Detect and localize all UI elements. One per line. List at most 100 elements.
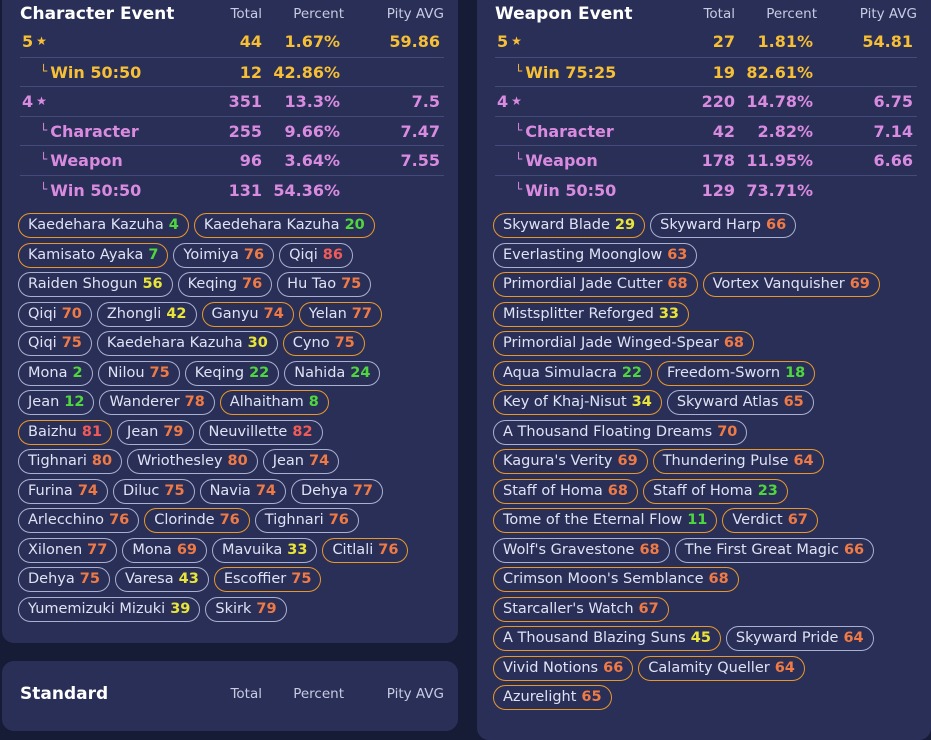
pull-chip: Kagura's Verity 69 bbox=[493, 449, 648, 474]
pull-name: Mavuika bbox=[222, 541, 283, 558]
pull-chip: Qiqi 75 bbox=[18, 331, 92, 356]
pull-pity: 76 bbox=[243, 246, 265, 263]
stat-percent: 3.64% bbox=[284, 151, 340, 171]
pull-chip: Skirk 79 bbox=[205, 596, 287, 622]
pull-name: Nahida bbox=[294, 364, 346, 381]
stat-label-text: Win 50:50 bbox=[525, 181, 617, 200]
pull-chip: Dehya 77 bbox=[291, 478, 383, 504]
pull-name: Staff of Homa bbox=[503, 482, 603, 499]
stat-total: 44 bbox=[239, 32, 262, 51]
pull-pity: 69 bbox=[176, 541, 198, 558]
percent-column-header: Percent bbox=[293, 686, 344, 702]
pull-name: Skirk bbox=[215, 600, 252, 617]
stat-percent: 11.95% bbox=[746, 151, 813, 171]
pull-pity: 77 bbox=[351, 305, 372, 322]
stat-pity: 6.66 bbox=[873, 151, 913, 171]
pull-pity: 42 bbox=[166, 305, 187, 322]
stat-label-text: Weapon bbox=[50, 151, 123, 171]
pity-column-header: Pity AVG bbox=[859, 6, 917, 22]
pull-chip: Kaedehara Kazuha 4 bbox=[18, 213, 189, 238]
stat-label: └ Win 50:50 bbox=[22, 63, 141, 82]
pull-pity: 75 bbox=[149, 364, 170, 381]
character-event-header: Character Event Total Percent Pity AVG bbox=[20, 2, 444, 26]
pull-pity: 22 bbox=[249, 364, 270, 381]
stat-label: └ Character bbox=[497, 122, 614, 141]
pull-chip: A Thousand Blazing Suns 45 bbox=[493, 626, 721, 651]
pull-name: Keqing bbox=[194, 364, 245, 381]
pull-chip: Mavuika 33 bbox=[212, 537, 318, 563]
pull-chip: Azurelight 65 bbox=[493, 685, 612, 710]
pull-name: Wriothesley bbox=[137, 453, 223, 469]
pull-name: Qiqi bbox=[289, 246, 318, 263]
pull-pity: 75 bbox=[164, 482, 185, 499]
stat-total: 96 bbox=[239, 151, 262, 171]
pull-pity: 66 bbox=[766, 217, 787, 233]
pull-chip: Verdict 67 bbox=[722, 508, 818, 533]
stat-total: 220 bbox=[701, 92, 735, 112]
pull-chip: Wanderer 78 bbox=[99, 390, 215, 415]
pull-name: Jean bbox=[28, 394, 60, 410]
chip-row: Raiden Shogun 56 Keqing 76 Hu Tao 75 bbox=[18, 272, 450, 302]
pull-chip: Yoimiya 76 bbox=[173, 242, 275, 268]
stat-pity: 6.75 bbox=[873, 92, 913, 112]
chip-row: Primordial Jade Cutter 68 Vortex Vanquishe… bbox=[493, 272, 923, 302]
pull-name: Navia bbox=[209, 482, 251, 499]
pull-name: Tighnari bbox=[28, 453, 87, 469]
chip-row: Dehya 75 Varesa 43 Escoffier 75 bbox=[18, 567, 450, 597]
total-column-header: Total bbox=[230, 6, 262, 22]
chip-row: Xilonen 77 Mona 69 Mavuika 33 Citlali 76 bbox=[18, 537, 450, 568]
pull-name: Cyno bbox=[292, 335, 330, 351]
pull-chip: Yelan 77 bbox=[298, 301, 382, 327]
total-column-header: Total bbox=[230, 686, 262, 702]
stat-row: └ Weapon 178 11.95% 6.66 bbox=[495, 145, 917, 176]
star-icon: ★ bbox=[36, 94, 47, 109]
pull-pity: 11 bbox=[687, 512, 708, 528]
stat-row: └ Character 42 2.82% 7.14 bbox=[495, 115, 917, 147]
pull-chip: Clorinde 76 bbox=[144, 508, 250, 533]
stat-total: 131 bbox=[228, 181, 262, 200]
pull-name: Dehya bbox=[28, 571, 75, 587]
pull-chip: The First Great Magic 66 bbox=[674, 537, 875, 563]
pull-chip: Aqua Simulacra 22 bbox=[493, 360, 653, 386]
stat-row: 5 ★ 27 1.81% 54.81 bbox=[495, 27, 917, 57]
stat-label-text: Character bbox=[525, 121, 614, 141]
indent-corner-icon: └ bbox=[40, 152, 48, 167]
pull-pity: 76 bbox=[219, 512, 240, 528]
stat-row: └ Win 50:50 12 42.86% bbox=[20, 56, 444, 88]
stat-row: └ Win 50:50 129 73.71% bbox=[495, 175, 917, 206]
stat-percent: 13.3% bbox=[284, 92, 340, 112]
pull-name: Kamisato Ayaka bbox=[28, 246, 144, 263]
stat-label-text: 4 bbox=[22, 92, 34, 112]
stat-label: └ Weapon bbox=[497, 151, 598, 170]
chip-row: Jean 12 Wanderer 78 Alhaitham 8 bbox=[18, 390, 450, 420]
pull-chip: Varesa 43 bbox=[114, 567, 209, 592]
pull-name: Staff of Homa bbox=[652, 482, 753, 499]
pull-pity: 67 bbox=[787, 512, 808, 528]
pull-name: Kaedehara Kazuha bbox=[106, 335, 243, 351]
pull-pity: 74 bbox=[263, 305, 284, 322]
pull-name: Calamity Queller bbox=[648, 659, 770, 676]
stat-label: └ Win 50:50 bbox=[22, 181, 141, 200]
pull-pity: 76 bbox=[378, 541, 399, 558]
pull-pity: 22 bbox=[621, 364, 643, 381]
indent-corner-icon: └ bbox=[40, 182, 48, 196]
pull-name: Crimson Moon's Semblance bbox=[503, 571, 704, 587]
pull-name: Xilonen bbox=[28, 541, 83, 558]
stat-total: 255 bbox=[228, 121, 262, 141]
pull-pity: 33 bbox=[287, 541, 308, 558]
pull-chip: Tome of the Eternal Flow 11 bbox=[493, 508, 718, 533]
pull-pity: 68 bbox=[723, 335, 744, 351]
pull-name: Yelan bbox=[308, 305, 347, 322]
pull-pity: 64 bbox=[843, 630, 864, 646]
stat-percent: 82.61% bbox=[746, 62, 813, 82]
pull-name: A Thousand Floating Dreams bbox=[503, 423, 713, 440]
indent-corner-icon: └ bbox=[515, 152, 523, 167]
stat-pity: 7.5 bbox=[411, 92, 440, 112]
pull-name: Dehya bbox=[301, 482, 348, 499]
chip-row: Azurelight 65 bbox=[493, 685, 923, 715]
pull-chip: Navia 74 bbox=[199, 478, 286, 504]
stat-percent: 42.86% bbox=[273, 62, 340, 82]
pull-chip: Thundering Pulse 64 bbox=[652, 449, 824, 474]
chip-row: Kamisato Ayaka 7 Yoimiya 76 Qiqi 86 bbox=[18, 242, 450, 273]
pull-chip: Skyward Pride 64 bbox=[725, 626, 874, 651]
